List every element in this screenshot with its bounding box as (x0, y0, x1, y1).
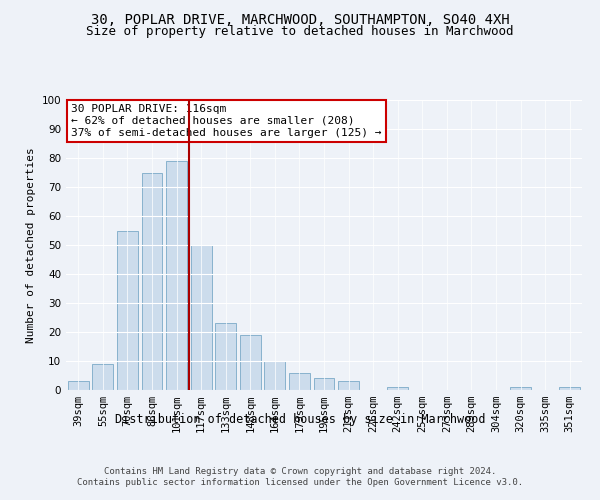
Text: 30 POPLAR DRIVE: 116sqm
← 62% of detached houses are smaller (208)
37% of semi-d: 30 POPLAR DRIVE: 116sqm ← 62% of detache… (71, 104, 382, 138)
Bar (338, 382, 359, 390)
Bar (215, 324, 236, 390)
Bar (68, 382, 89, 390)
Bar (387, 387, 408, 390)
Bar (117, 230, 138, 390)
Bar (142, 172, 163, 390)
Bar (289, 372, 310, 390)
Bar (240, 335, 261, 390)
Bar (265, 361, 286, 390)
Bar (92, 364, 113, 390)
Bar (510, 387, 531, 390)
Text: 30, POPLAR DRIVE, MARCHWOOD, SOUTHAMPTON, SO40 4XH: 30, POPLAR DRIVE, MARCHWOOD, SOUTHAMPTON… (91, 12, 509, 26)
Bar (166, 161, 187, 390)
Text: Distribution of detached houses by size in Marchwood: Distribution of detached houses by size … (115, 412, 485, 426)
Text: Contains HM Land Registry data © Crown copyright and database right 2024.
Contai: Contains HM Land Registry data © Crown c… (77, 468, 523, 487)
Bar (559, 387, 580, 390)
Text: Size of property relative to detached houses in Marchwood: Size of property relative to detached ho… (86, 25, 514, 38)
Bar (314, 378, 334, 390)
Y-axis label: Number of detached properties: Number of detached properties (26, 147, 36, 343)
Bar (191, 245, 212, 390)
